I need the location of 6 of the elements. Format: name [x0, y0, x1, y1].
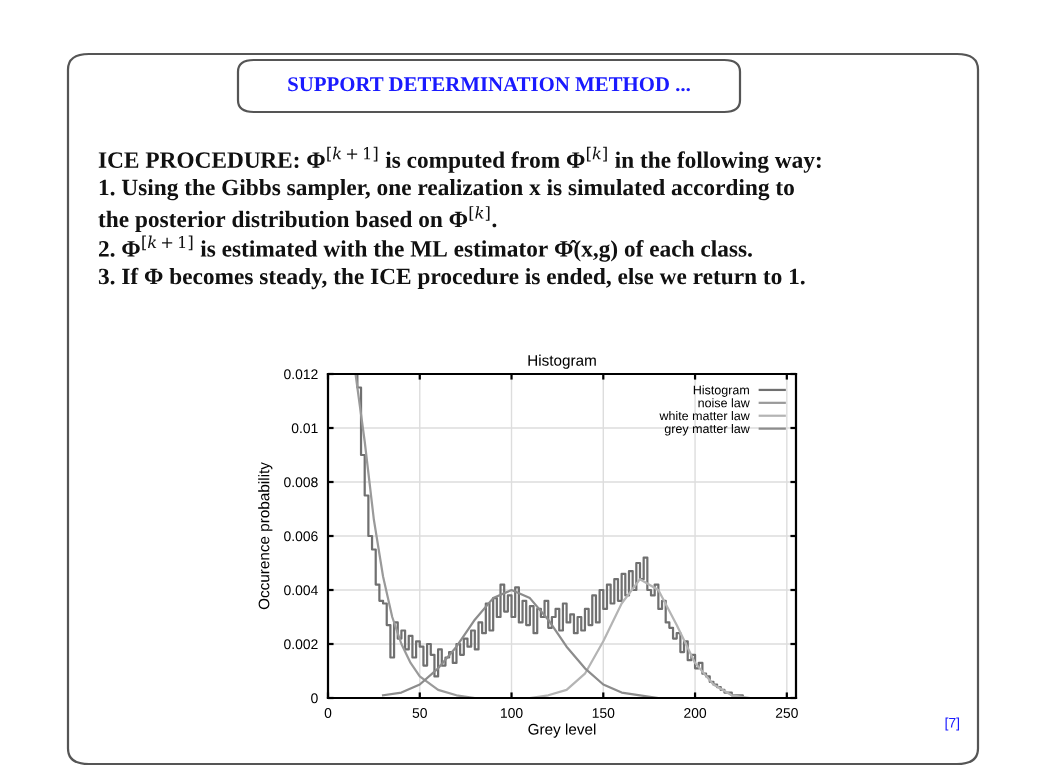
- text: 3. If Φ becomes steady, the ICE procedure is ended, else we return to 1.: [98, 267, 805, 290]
- text: 1. Using the Gibbs sampler, one realization x is simulated according to: [99, 178, 794, 201]
- text: the posterior distribution based on Φ$^{[k]}$.: [98, 206, 497, 232]
- text: SUPPORT DETERMINATION METHOD ...: [288, 77, 690, 92]
- text: ICE PROCEDURE: Φ$^{[k+1]}$ is computed from Φ$^{[k]}$ in the following way:: [98, 146, 821, 173]
- text: 2. Φ$^{[k+1]}$ is estimated with the ML estimator Φ̂(x,g) of each class.: [98, 235, 752, 262]
